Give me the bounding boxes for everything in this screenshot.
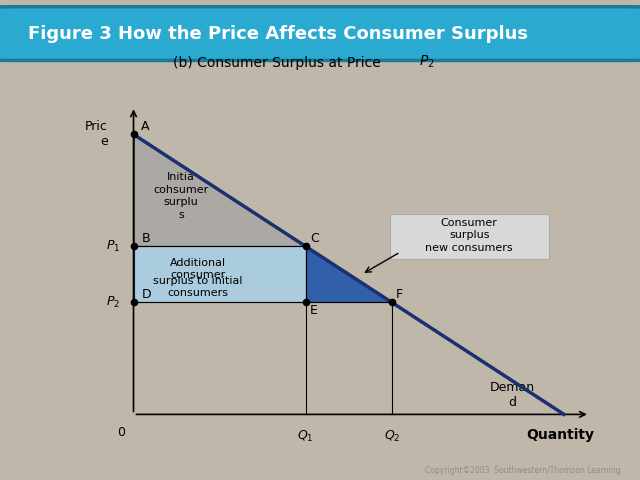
Text: $P_2$: $P_2$ — [419, 53, 435, 70]
Text: E: E — [310, 304, 318, 317]
Text: new consumers: new consumers — [426, 243, 513, 253]
Text: A: A — [141, 120, 150, 133]
FancyBboxPatch shape — [390, 214, 549, 259]
Text: D: D — [141, 288, 151, 301]
Polygon shape — [306, 246, 392, 302]
Text: F: F — [396, 288, 403, 301]
Text: $P_2$: $P_2$ — [106, 295, 120, 310]
Text: surplus to initial
consumers: surplus to initial consumers — [154, 276, 243, 298]
Text: B: B — [141, 232, 150, 245]
Text: Deman
d: Deman d — [490, 381, 535, 409]
Text: Additional
consumer: Additional consumer — [170, 258, 226, 280]
Text: C: C — [310, 232, 319, 245]
Text: Initia
cohsumer
surplu
s: Initia cohsumer surplu s — [153, 172, 209, 220]
Polygon shape — [134, 134, 306, 246]
Text: (b) Consumer Surplus at Price: (b) Consumer Surplus at Price — [173, 56, 390, 70]
FancyBboxPatch shape — [0, 7, 640, 60]
Text: Pric
e: Pric e — [85, 120, 108, 148]
Text: $Q_1$: $Q_1$ — [298, 429, 314, 444]
Text: 0: 0 — [117, 426, 125, 439]
Text: Consumer
surplus: Consumer surplus — [441, 218, 498, 240]
Text: Copyright©2003  Southwestern/Thomson Learning: Copyright©2003 Southwestern/Thomson Lear… — [425, 466, 621, 475]
Text: $P_1$: $P_1$ — [106, 239, 120, 254]
Text: Figure 3 How the Price Affects Consumer Surplus: Figure 3 How the Price Affects Consumer … — [28, 24, 528, 43]
Polygon shape — [134, 246, 306, 302]
Text: $Q_2$: $Q_2$ — [383, 429, 400, 444]
Text: Quantity: Quantity — [526, 429, 594, 443]
